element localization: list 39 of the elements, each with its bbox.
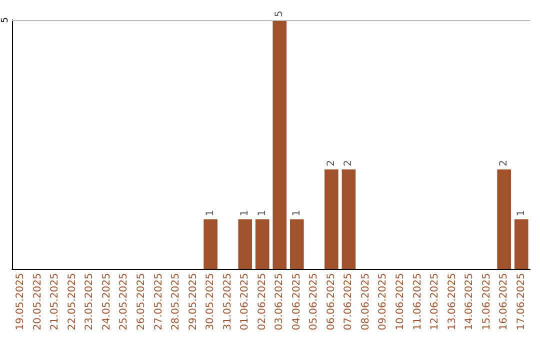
data-label: 1 (205, 210, 216, 216)
data-label: 2 (326, 160, 337, 166)
x-tick-label: 10.06.2025 (395, 273, 406, 330)
x-tick-label: 29.05.2025 (188, 273, 199, 330)
x-tick-label: 15.06.2025 (481, 273, 492, 330)
x-tick-label: 05.06.2025 (308, 273, 320, 330)
x-tick-label: 23.05.2025 (84, 273, 96, 330)
x-tick-label: 07.06.2025 (343, 273, 354, 330)
x-tick-label: 02.06.2025 (256, 273, 268, 330)
x-tick-label: 08.06.2025 (360, 273, 372, 330)
data-label: 2 (498, 160, 510, 166)
x-tick-label: 14.06.2025 (464, 273, 476, 330)
data-label: 1 (240, 210, 251, 216)
x-tick-label: 06.06.2025 (326, 273, 337, 330)
x-tick-label: 22.05.2025 (66, 273, 78, 330)
x-tick-label: 17.06.2025 (516, 273, 527, 330)
data-label: 2 (343, 160, 354, 166)
x-tick-label: 26.05.2025 (136, 273, 147, 330)
x-tick-label: 20.05.2025 (32, 273, 44, 330)
x-tick-label: 11.06.2025 (412, 273, 424, 330)
x-tick-label: 12.06.2025 (430, 273, 441, 330)
x-tick-label: 21.05.2025 (50, 273, 61, 330)
x-tick-label: 03.06.2025 (274, 273, 286, 330)
x-tick-label: 31.05.2025 (222, 273, 234, 330)
x-tick-label: 27.05.2025 (153, 273, 164, 330)
data-label: 5 (274, 10, 286, 17)
x-tick-label: 30.05.2025 (205, 273, 216, 330)
x-tick-label: 19.05.2025 (15, 273, 26, 330)
data-label: 1 (291, 210, 302, 216)
x-tick-label: 13.06.2025 (446, 273, 458, 330)
x-tick-label: 28.05.2025 (170, 273, 182, 330)
data-label: 1 (516, 210, 527, 216)
x-tick-label: 04.06.2025 (291, 273, 302, 330)
x-tick-label: 25.05.2025 (118, 273, 130, 330)
x-tick-label: 01.06.2025 (240, 273, 251, 330)
x-tick-label: 09.06.2025 (378, 273, 389, 330)
data-label: 1 (256, 210, 268, 216)
x-tick-label: 16.06.2025 (498, 273, 510, 330)
x-tick-label: 24.05.2025 (101, 273, 112, 330)
